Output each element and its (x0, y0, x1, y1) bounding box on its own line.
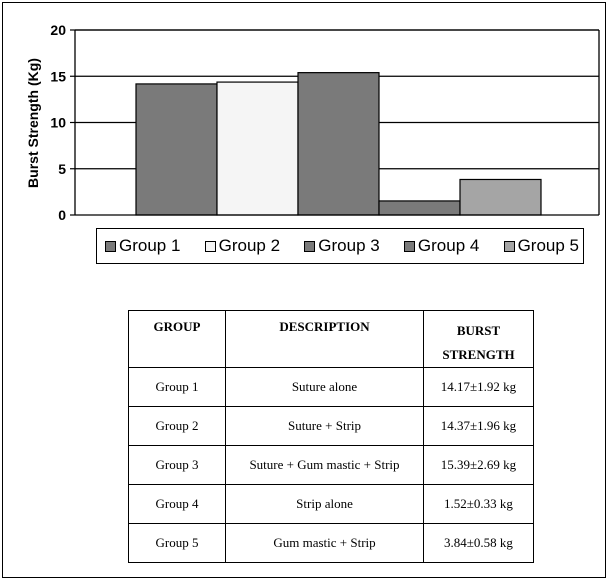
legend: Group 1 Group 2 Group 3 Group 4 Group 5 (96, 228, 584, 264)
header-burst-line2: STRENGTH (442, 347, 515, 362)
legend-swatch (503, 240, 515, 252)
legend-item-group-5: Group 5 (503, 236, 579, 256)
header-description: DESCRIPTION (225, 310, 424, 368)
header-group: GROUP (128, 310, 226, 368)
bar-group-1 (135, 83, 218, 216)
legend-swatch (403, 240, 415, 252)
y-tick-label: 10 (50, 115, 66, 131)
y-tick-label: 20 (50, 22, 66, 38)
legend-label: Group 2 (218, 236, 281, 255)
results-table: GROUP DESCRIPTION BURST STRENGTH Group 1… (128, 310, 534, 563)
cell-group: Group 1 (128, 367, 226, 407)
legend-label: Group 5 (517, 236, 579, 255)
table-row: Group 1 Suture alone 14.17±1.92 kg (128, 367, 534, 407)
cell-burst: 14.17±1.92 kg (423, 367, 534, 407)
y-tick-label: 15 (50, 68, 66, 84)
table-row: Group 5 Gum mastic + Strip 3.84±0.58 kg (128, 523, 534, 563)
cell-description: Suture alone (225, 367, 424, 407)
cell-burst: 1.52±0.33 kg (423, 484, 534, 524)
cell-description: Suture + Strip (225, 406, 424, 446)
cell-group: Group 3 (128, 445, 226, 485)
header-burst-line1: BURST (456, 323, 501, 338)
cell-burst: 14.37±1.96 kg (423, 406, 534, 446)
cell-description: Strip alone (225, 484, 424, 524)
cell-burst: 15.39±2.69 kg (423, 445, 534, 485)
bar-group-4 (378, 200, 461, 216)
cell-group: Group 4 (128, 484, 226, 524)
bar-chart: 0 5 10 15 20 Burst Strength (Kg) (25, 22, 600, 223)
bar-group-2 (216, 81, 299, 216)
bar-group-5 (459, 178, 542, 216)
table-row: Group 2 Suture + Strip 14.37±1.96 kg (128, 406, 534, 446)
legend-swatch (105, 240, 116, 252)
table-header-row: GROUP DESCRIPTION BURST STRENGTH (128, 310, 534, 368)
cell-description: Suture + Gum mastic + Strip (225, 445, 424, 485)
table-row: Group 3 Suture + Gum mastic + Strip 15.3… (128, 445, 534, 485)
legend-swatch (304, 240, 316, 252)
legend-item-group-1: Group 1 (105, 236, 180, 256)
legend-item-group-3: Group 3 (304, 236, 380, 256)
legend-item-group-2: Group 2 (204, 236, 281, 256)
bar-group-3 (297, 72, 380, 216)
cell-group: Group 5 (128, 523, 226, 563)
legend-label: Group 4 (417, 236, 480, 255)
cell-burst: 3.84±0.58 kg (423, 523, 534, 563)
y-axis-title: Burst Strength (Kg) (25, 58, 41, 188)
plot-area: 0 5 10 15 20 (50, 22, 600, 223)
y-tick-label: 5 (58, 161, 66, 177)
legend-label: Group 1 (119, 236, 181, 255)
legend-label: Group 3 (318, 236, 380, 255)
header-burst-strength: BURST STRENGTH (423, 310, 534, 368)
y-tick-label: 0 (58, 207, 66, 223)
legend-swatch (204, 240, 216, 252)
cell-group: Group 2 (128, 406, 226, 446)
legend-item-group-4: Group 4 (403, 236, 480, 256)
table-row: Group 4 Strip alone 1.52±0.33 kg (128, 484, 534, 524)
cell-description: Gum mastic + Strip (225, 523, 424, 563)
